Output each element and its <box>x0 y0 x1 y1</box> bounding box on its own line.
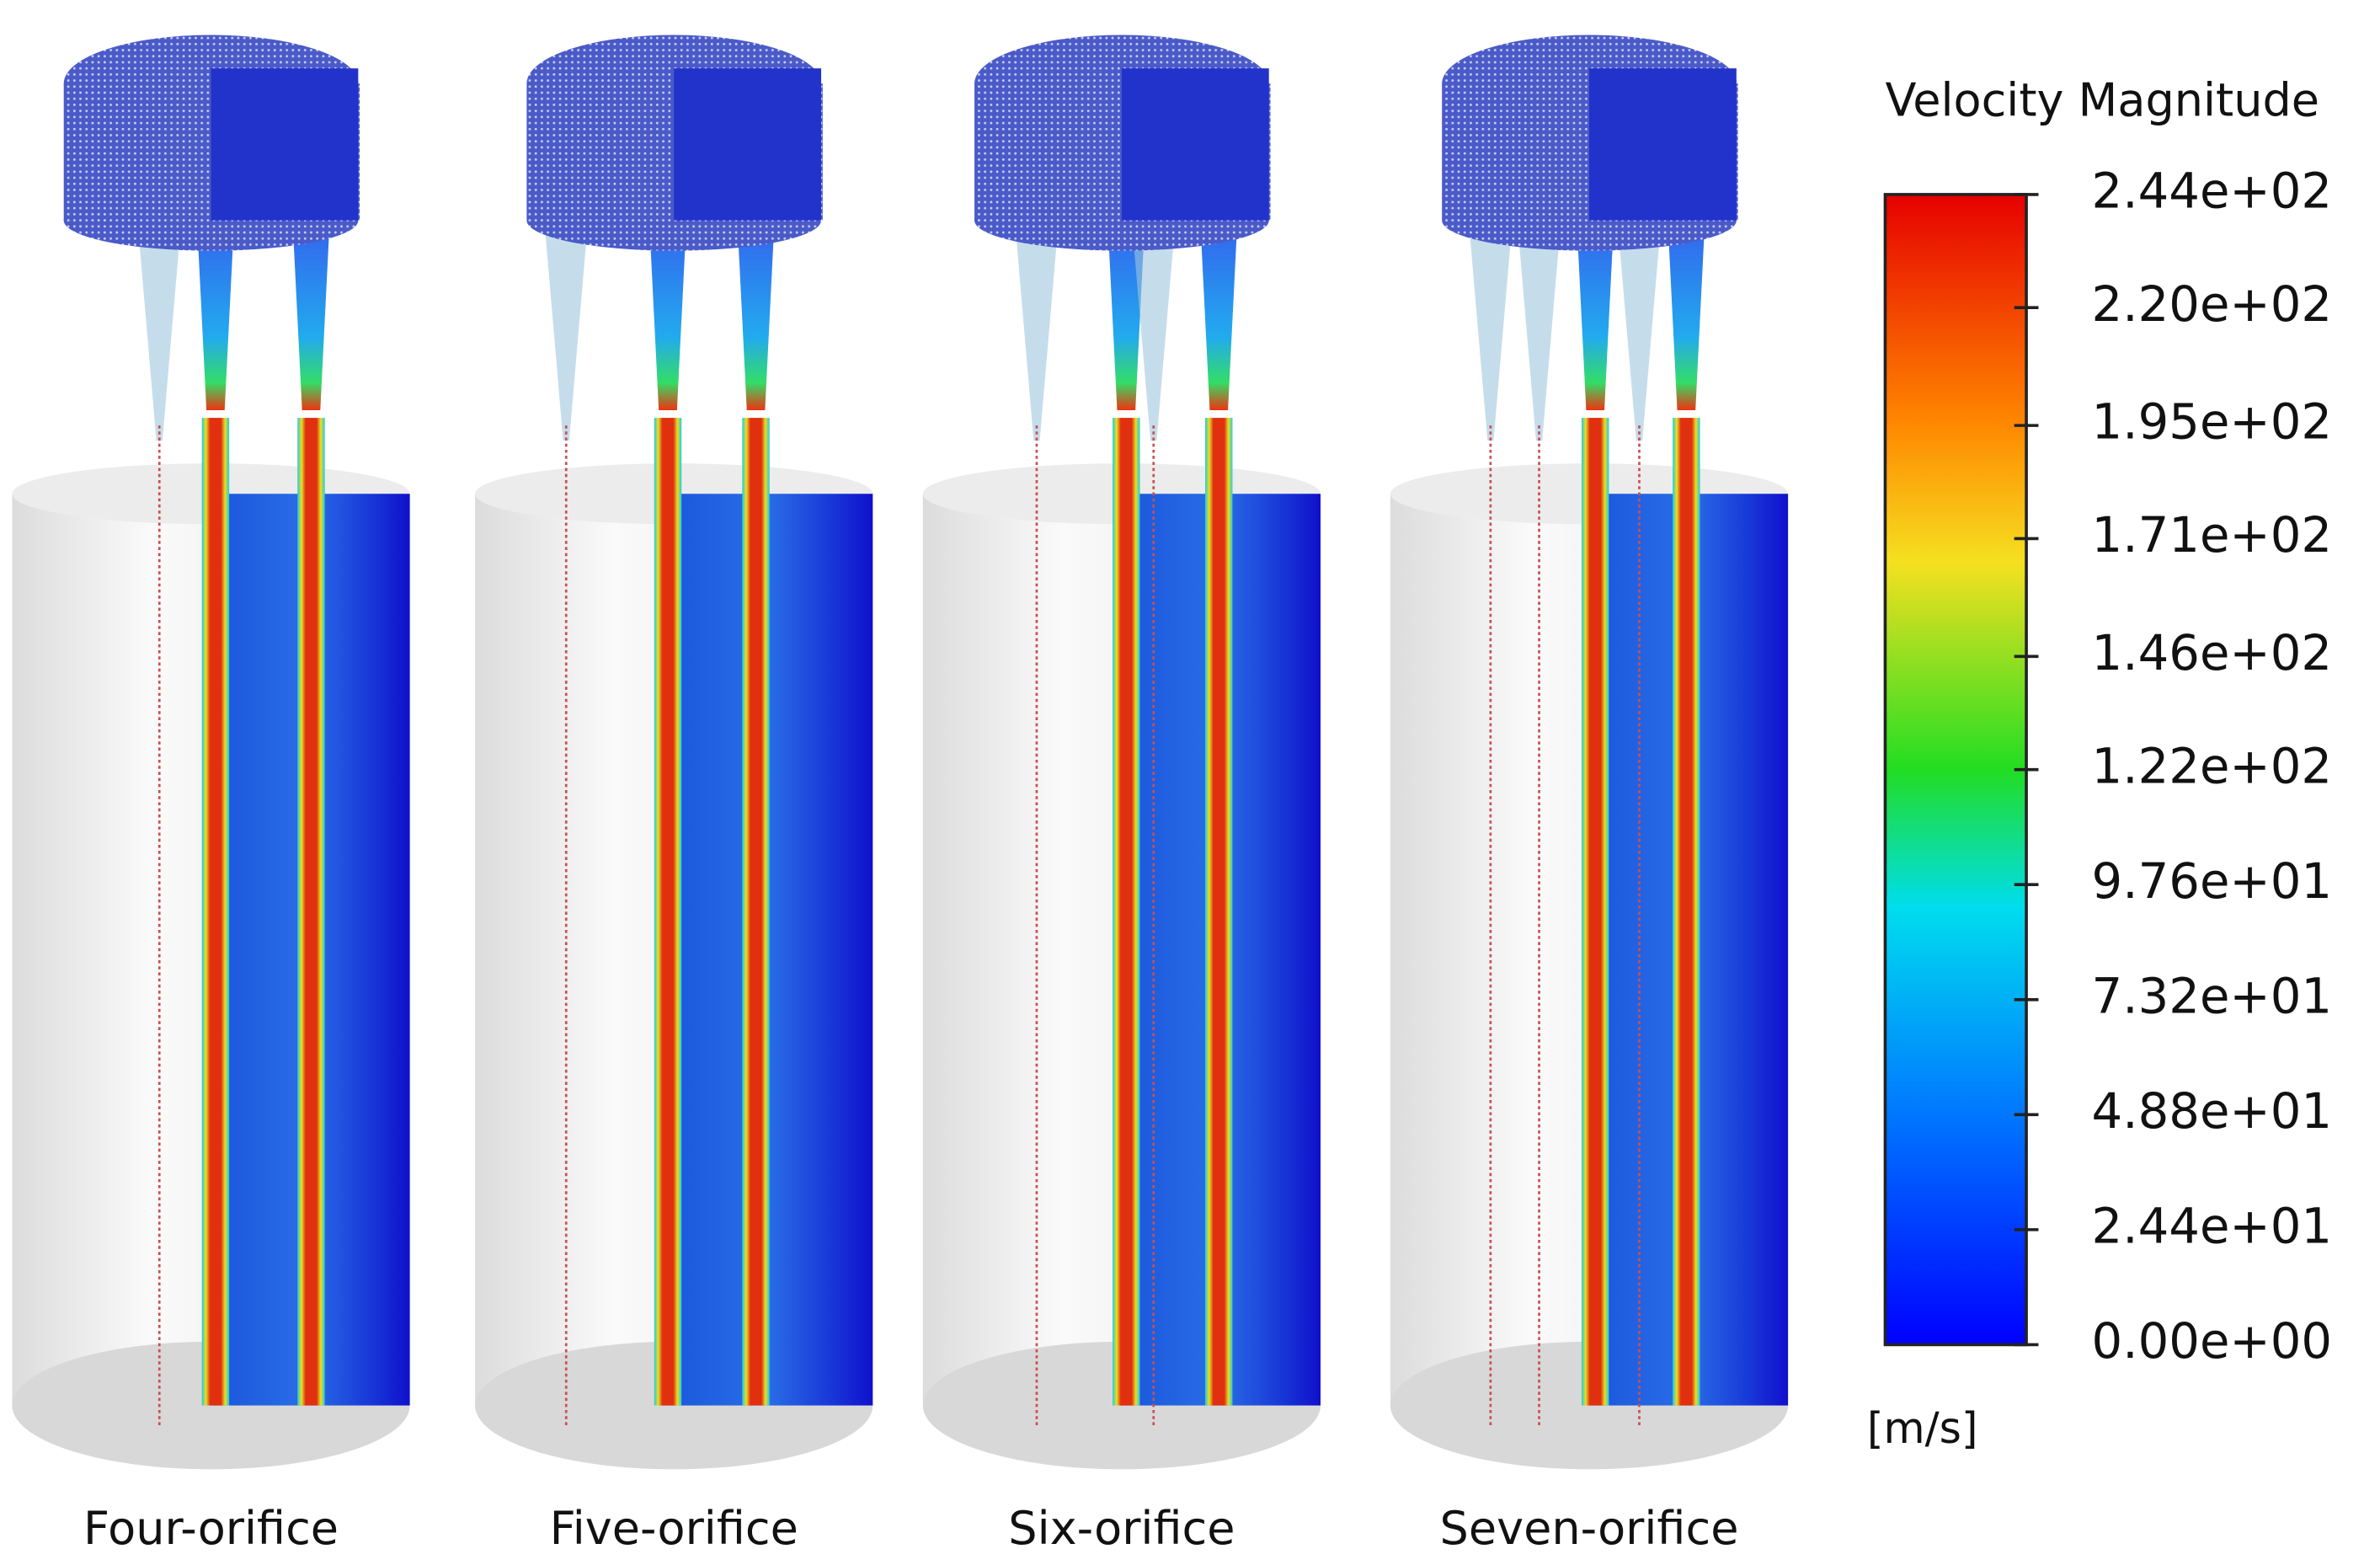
colorbar-tick-label: 1.71e+02 <box>2092 506 2333 564</box>
spray-cone <box>1518 227 1561 441</box>
nozzle <box>197 227 234 411</box>
spray-cone <box>1469 227 1513 441</box>
colorbar-tick-label: 9.76e+01 <box>2092 852 2333 910</box>
head-section <box>211 68 359 221</box>
spray-cone <box>1618 227 1661 441</box>
colorbar-tick-label: 0.00e+00 <box>2092 1312 2333 1370</box>
colorbar-tick-label: 2.44e+01 <box>2092 1197 2333 1254</box>
colorbar-tick-label: 2.20e+02 <box>2092 275 2333 333</box>
colorbar-tick-label: 1.46e+02 <box>2092 624 2333 681</box>
colorbar <box>1883 193 2028 1347</box>
nozzle <box>1577 227 1614 411</box>
nozzle <box>1107 227 1145 411</box>
colorbar-tick-label: 1.95e+02 <box>2092 393 2333 451</box>
jet <box>1581 418 1609 1406</box>
head-section <box>1121 68 1269 221</box>
jet <box>297 418 325 1406</box>
nozzle <box>649 227 686 411</box>
head-section <box>674 68 822 221</box>
nozzle <box>1668 227 1705 411</box>
spray-cone <box>138 227 181 441</box>
head-section <box>1589 68 1737 221</box>
panel-label: Six-orifice <box>1008 1502 1235 1555</box>
nozzle <box>292 227 330 411</box>
jet <box>742 418 770 1406</box>
colorbar-unit: [m/s] <box>1867 1403 1978 1453</box>
jet <box>1113 418 1140 1406</box>
panel-label: Four-orifice <box>83 1502 339 1555</box>
jet <box>654 418 682 1406</box>
nozzle <box>737 227 775 411</box>
spray-cone <box>1132 227 1175 441</box>
jet <box>1673 418 1700 1406</box>
colorbar-title: Velocity Magnitude <box>1885 73 2319 126</box>
panel-label: Seven-orifice <box>1440 1502 1739 1555</box>
spray-cone <box>1015 227 1059 441</box>
colorbar-tick-label: 4.88e+01 <box>2092 1082 2333 1140</box>
jet <box>1205 418 1233 1406</box>
colorbar-tick-label: 2.44e+02 <box>2092 163 2333 220</box>
nozzle <box>1200 227 1237 411</box>
spray-cone <box>545 227 588 441</box>
jet <box>201 418 230 1406</box>
colorbar-tick-label: 7.32e+01 <box>2092 967 2333 1024</box>
panel-label: Five-orifice <box>550 1502 798 1555</box>
colorbar-tick-label: 1.22e+02 <box>2092 737 2333 794</box>
